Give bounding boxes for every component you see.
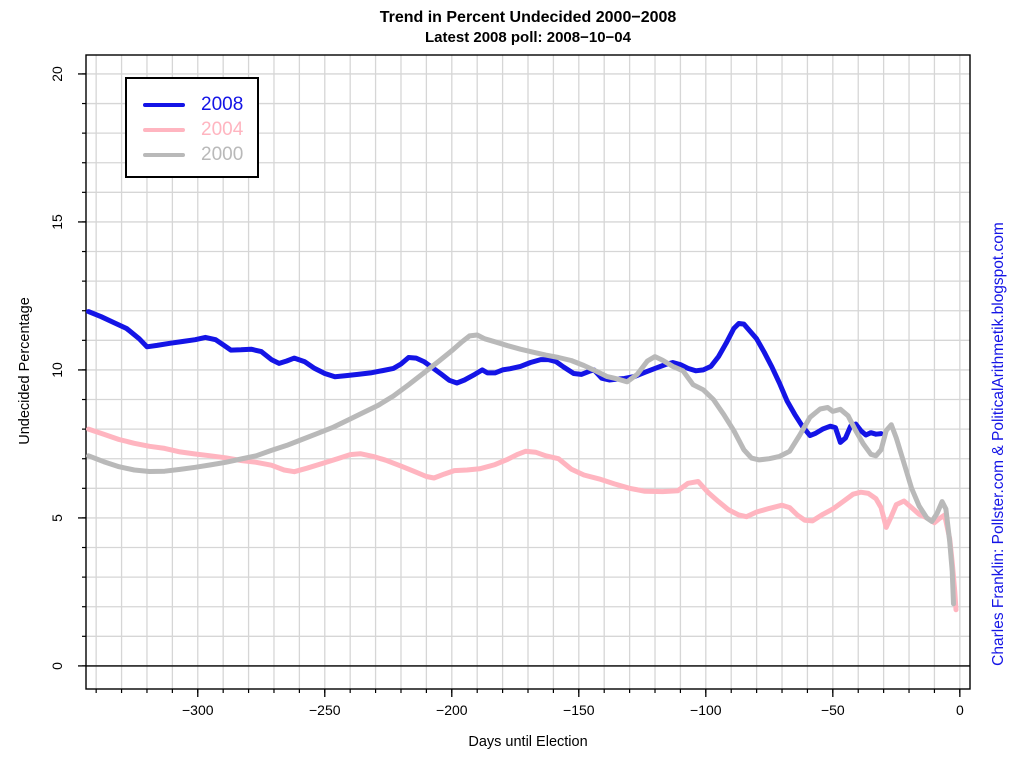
x-tick-label: −150	[563, 702, 595, 718]
x-tick-label: −200	[436, 702, 468, 718]
legend-label-2000: 2000	[201, 144, 244, 165]
legend-item-2008: 2008	[127, 93, 257, 117]
legend-label-2008: 2008	[201, 94, 244, 115]
y-axis-label: Undecided Percentage	[17, 297, 33, 445]
legend-item-2004: 2004	[127, 118, 257, 142]
y-tick-label: 0	[49, 662, 65, 670]
x-tick-label: −300	[182, 702, 214, 718]
x-tick-label: −50	[821, 702, 845, 718]
y-tick-label: 10	[49, 362, 65, 378]
x-tick-label: −100	[690, 702, 722, 718]
chart-header: Trend in Percent Undecided 2000−2008 Lat…	[86, 8, 970, 47]
y-tick-label: 20	[49, 66, 65, 82]
y-tick-label: 5	[49, 514, 65, 522]
y-tick-label: 15	[49, 214, 65, 230]
x-axis-label: Days until Election	[468, 734, 588, 750]
legend-swatch-2008	[143, 103, 185, 107]
attribution-text: Charles Franklin: Pollster.com & Politic…	[990, 222, 1007, 666]
legend: 2008 2004 2000	[125, 77, 259, 178]
series-line-2004	[86, 426, 959, 613]
legend-item-2000: 2000	[127, 143, 257, 167]
legend-swatch-2000	[143, 153, 185, 157]
legend-swatch-2004	[143, 128, 185, 132]
x-tick-label: 0	[956, 702, 964, 718]
legend-label-2004: 2004	[201, 119, 244, 140]
series-line-2008	[86, 309, 884, 445]
chart-subtitle: Latest 2008 poll: 2008−10−04	[425, 29, 631, 46]
chart-title: Trend in Percent Undecided 2000−2008	[379, 9, 677, 26]
series-line-2000	[86, 332, 956, 607]
x-tick-label: −250	[309, 702, 341, 718]
